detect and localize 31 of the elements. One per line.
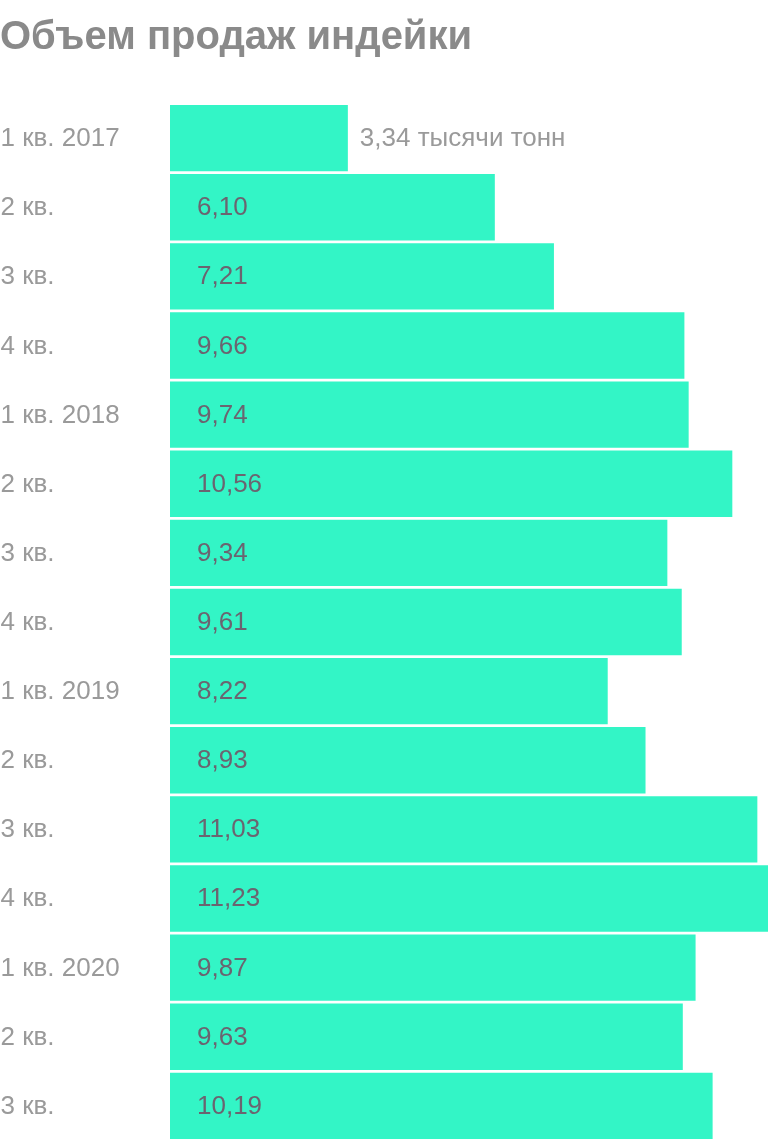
data-label: 11,03 <box>197 813 261 844</box>
data-label: 9,87 <box>197 951 248 982</box>
y-tick-label: 2 кв. <box>0 191 55 222</box>
y-tick-label: 4 кв. <box>0 882 55 913</box>
data-label: 8,22 <box>197 675 248 706</box>
data-label: 11,23 <box>197 882 261 913</box>
chart-title: Объем продаж индейки <box>0 13 473 57</box>
y-tick-label: 2 кв. <box>0 467 55 498</box>
data-label: 7,21 <box>197 260 248 291</box>
y-tick-label: 3 кв. <box>0 1089 55 1120</box>
data-label: 9,61 <box>197 606 248 636</box>
data-label: 9,34 <box>197 536 248 567</box>
data-label: 3,34 тысячи тонн <box>359 122 566 153</box>
y-tick-label: 2 кв. <box>0 744 55 775</box>
data-label: 9,66 <box>197 329 248 360</box>
y-tick-label: 2 кв. <box>0 1020 55 1051</box>
y-tick-label: 3 кв. <box>0 536 55 567</box>
y-tick-label: 1 кв. 2018 <box>0 398 120 429</box>
y-tick-label: 3 кв. <box>0 813 55 844</box>
data-label: 6,10 <box>197 191 248 222</box>
y-tick-label: 1 кв. 2019 <box>0 675 120 706</box>
data-label: 10,19 <box>197 1089 263 1120</box>
data-label: 8,93 <box>197 744 248 775</box>
y-tick-label: 4 кв. <box>0 606 55 636</box>
y-tick-label: 3 кв. <box>0 260 55 291</box>
data-label: 10,56 <box>197 467 263 498</box>
data-label: 9,63 <box>197 1020 248 1051</box>
y-tick-label: 1 кв. 2020 <box>0 951 120 982</box>
data-label: 9,74 <box>197 398 248 429</box>
y-tick-label: 4 кв. <box>0 329 55 360</box>
y-tick-label: 1 кв. 2017 <box>0 122 120 153</box>
